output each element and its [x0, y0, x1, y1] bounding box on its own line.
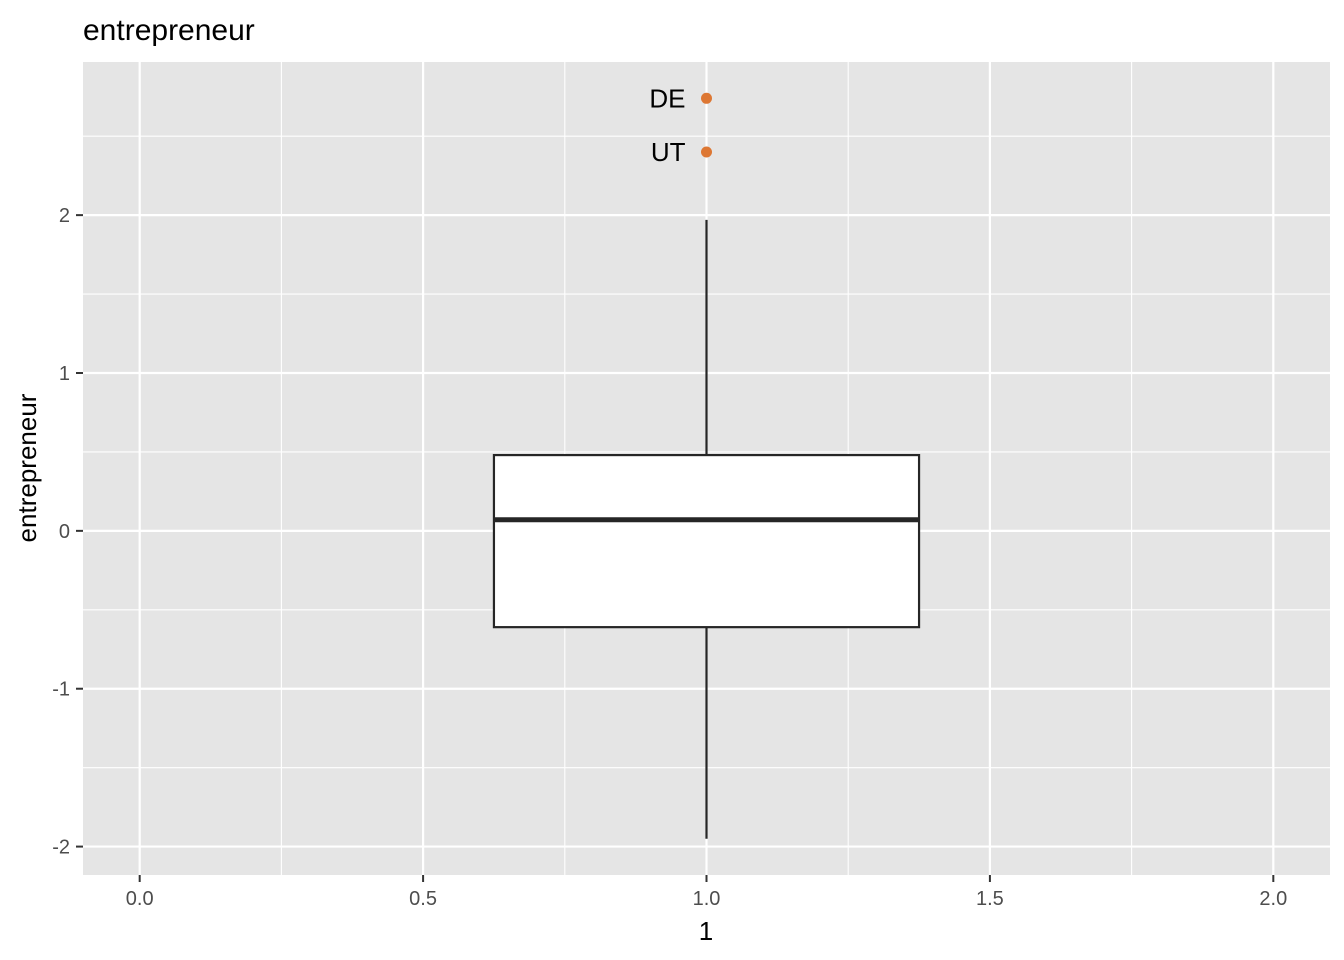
- x-tick-label: 0.5: [409, 888, 437, 910]
- boxplot: [492, 219, 921, 839]
- outlier-label: DE: [649, 83, 685, 113]
- y-tick-label: -2: [52, 837, 70, 859]
- x-axis: 0.0 0.5 1.0 1.5 2.0: [126, 875, 1287, 910]
- major-gridlines: [83, 62, 1330, 875]
- x-tick-label: 0.0: [126, 888, 154, 910]
- outlier-point: [701, 92, 712, 104]
- y-tick-label: -1: [52, 679, 70, 701]
- x-tick-label: 1.0: [693, 888, 721, 910]
- x-tick-label: 1.5: [976, 888, 1004, 910]
- outliers: DE UT: [649, 83, 712, 167]
- x-tick-label: 2.0: [1259, 888, 1287, 910]
- y-axis: -2 -1 0 1 2: [52, 205, 83, 859]
- outlier-point: [701, 146, 712, 158]
- y-axis-label: entrepreneur: [12, 393, 42, 542]
- y-tick-label: 1: [59, 363, 70, 385]
- box-iqr: [492, 453, 921, 629]
- chart-title: entrepreneur: [83, 14, 255, 47]
- y-tick-label: 2: [59, 205, 70, 227]
- y-tick-label: 0: [59, 521, 70, 543]
- x-axis-label: 1: [699, 916, 713, 946]
- outlier-label: UT: [651, 137, 686, 167]
